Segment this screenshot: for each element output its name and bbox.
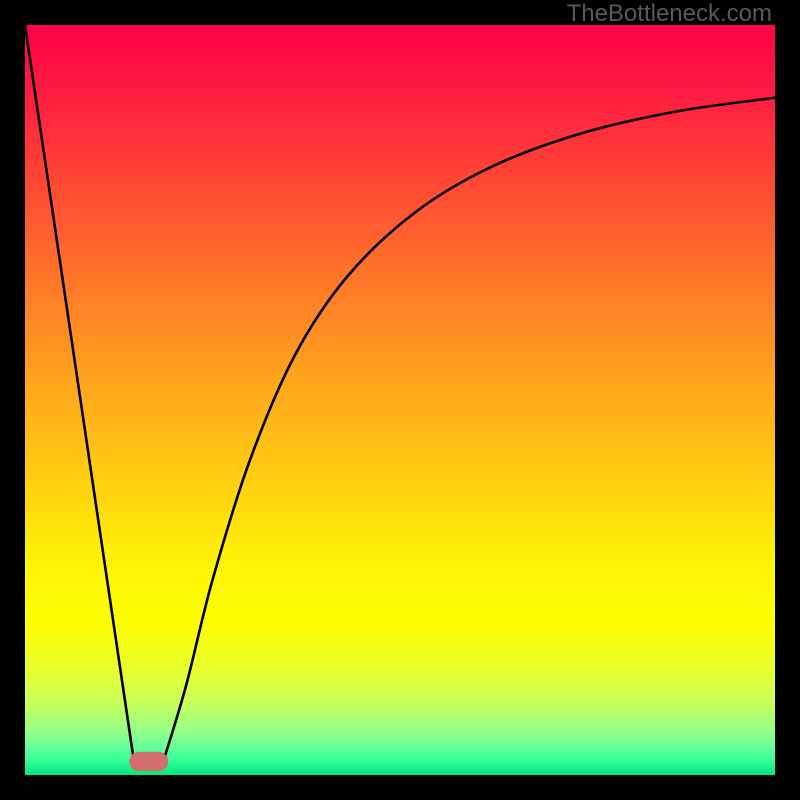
watermark-text: TheBottleneck.com [567,0,772,28]
bottleneck-curve [25,25,775,775]
chart-frame: TheBottleneck.com [0,0,800,800]
plot-area [25,25,775,775]
